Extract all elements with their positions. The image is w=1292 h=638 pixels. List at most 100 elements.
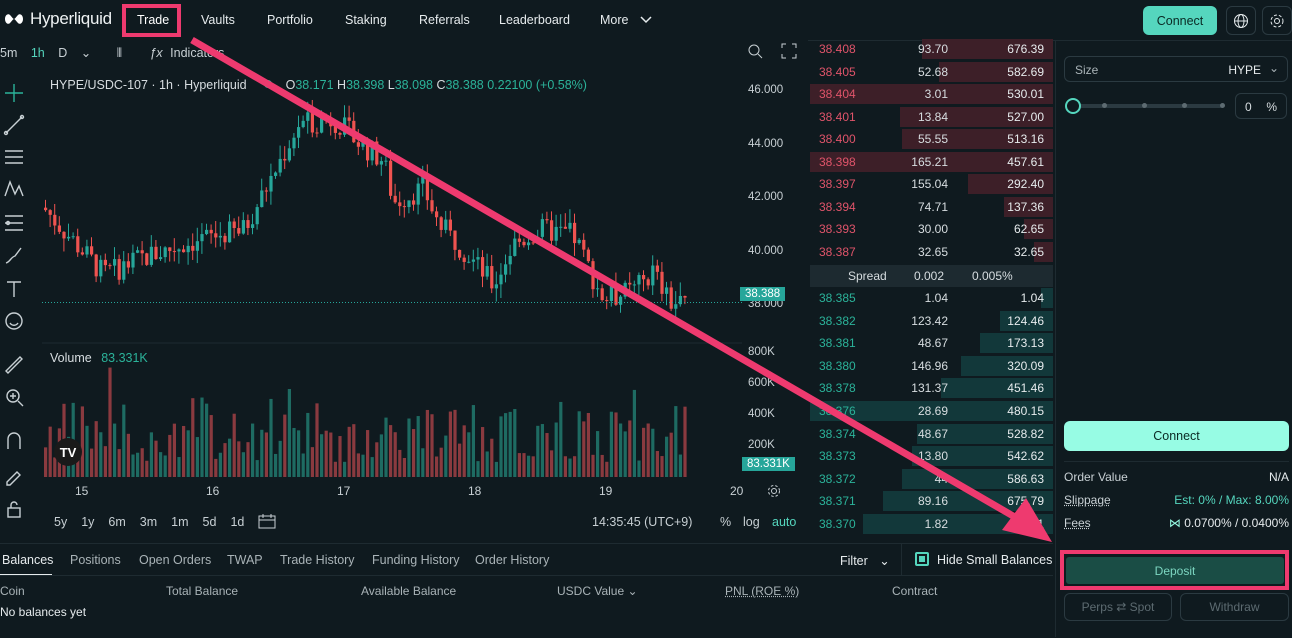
deposit-button[interactable]: Deposit xyxy=(1066,557,1284,584)
bid-row[interactable]: 38.371 89.16 675.79 xyxy=(810,490,1053,512)
horizontal-lines-icon[interactable] xyxy=(3,146,25,168)
bid-row[interactable]: 38.382 123.42 124.46 xyxy=(810,310,1053,332)
slider-thumb[interactable] xyxy=(1065,98,1081,114)
ask-row[interactable]: 38.393 30.00 62.65 xyxy=(810,218,1053,240)
slippage-label[interactable]: Slippage xyxy=(1064,493,1111,507)
lock-drawing-icon[interactable] xyxy=(3,464,25,486)
chevron-down-icon[interactable]: ⌄ xyxy=(1268,61,1279,75)
nav-leaderboard[interactable]: Leaderboard xyxy=(499,13,570,27)
tab-open-orders[interactable]: Open Orders xyxy=(139,553,212,567)
scale-auto[interactable]: auto xyxy=(772,515,797,529)
col-usdc-value[interactable]: USDC Value ⌄ xyxy=(557,584,638,598)
ask-row[interactable]: 38.408 93.70 676.39 xyxy=(810,38,1053,60)
ask-row[interactable]: 38.394 74.71 137.36 xyxy=(810,196,1053,218)
zoom-icon[interactable] xyxy=(747,43,763,62)
globe-button[interactable] xyxy=(1226,6,1256,35)
col-coin[interactable]: Coin xyxy=(0,584,25,598)
ruler-icon[interactable] xyxy=(3,354,25,376)
candlestick-chart[interactable] xyxy=(42,85,742,485)
range-6m[interactable]: 6m xyxy=(108,515,126,529)
nav-vaults[interactable]: Vaults xyxy=(201,13,235,27)
candle-body xyxy=(117,259,121,280)
volume-bar xyxy=(90,448,94,477)
fib-icon[interactable] xyxy=(3,212,25,234)
clock[interactable]: 14:35:45 (UTC+9) xyxy=(592,515,693,529)
nav-staking[interactable]: Staking xyxy=(345,13,387,27)
perps-spot-button[interactable]: Perps ⇄ Spot xyxy=(1064,593,1172,621)
range-1d[interactable]: 1d xyxy=(230,515,245,529)
candle-body xyxy=(62,231,66,239)
bid-row[interactable]: 38.370 1.82 1 xyxy=(810,513,1053,535)
chart-settings-icon[interactable] xyxy=(767,484,781,501)
filter-dropdown[interactable]: Filter ⌄ xyxy=(840,554,890,568)
indicators-button[interactable]: Indicators xyxy=(170,46,225,60)
range-5y[interactable]: 5y xyxy=(54,515,68,529)
crosshair-icon[interactable] xyxy=(3,82,25,104)
range-1y[interactable]: 1y xyxy=(81,515,95,529)
bid-row[interactable]: 38.385 1.04 1.04 xyxy=(810,287,1053,309)
timeframe-1h[interactable]: 1h xyxy=(30,46,45,60)
tab-funding-history[interactable]: Funding History xyxy=(372,553,460,567)
candle-body xyxy=(76,236,80,253)
tab-positions[interactable]: Positions xyxy=(70,553,121,567)
withdraw-button[interactable]: Withdraw xyxy=(1180,593,1289,621)
ask-row[interactable]: 38.398 165.21 457.61 xyxy=(810,151,1053,173)
fullscreen-icon[interactable] xyxy=(781,43,797,62)
col-pnl[interactable]: PNL (ROE %) xyxy=(725,584,800,598)
ask-row[interactable]: 38.404 3.01 530.01 xyxy=(810,83,1053,105)
ask-row[interactable]: 38.397 155.04 292.40 xyxy=(810,173,1053,195)
hide-small-checkbox[interactable] xyxy=(915,552,929,566)
nav-trade[interactable]: Trade xyxy=(137,13,170,27)
ask-row[interactable]: 38.387 32.65 32.65 xyxy=(810,241,1053,263)
magnet-icon[interactable] xyxy=(3,430,25,452)
size-slider[interactable] xyxy=(1065,98,1225,114)
percent-input[interactable]: 0 % xyxy=(1235,93,1287,119)
connect-button[interactable]: Connect xyxy=(1143,6,1217,35)
tab-balances[interactable]: Balances xyxy=(2,553,54,567)
nav-portfolio[interactable]: Portfolio xyxy=(267,13,313,27)
chevron-down-icon[interactable]: ⌄ xyxy=(80,46,92,60)
bid-row[interactable]: 38.373 13.80 542.62 xyxy=(810,445,1053,467)
nav-more[interactable]: More xyxy=(600,13,652,27)
timeframe-5m[interactable]: 5m xyxy=(0,46,18,60)
ask-row[interactable]: 38.401 13.84 527.00 xyxy=(810,106,1053,128)
lock-icon[interactable] xyxy=(3,498,25,520)
candle-type-icon[interactable]: ⫴ xyxy=(116,46,122,60)
scale-percent[interactable]: % xyxy=(720,515,732,529)
range-5d[interactable]: 5d xyxy=(202,515,217,529)
bid-row[interactable]: 38.380 146.96 320.09 xyxy=(810,355,1053,377)
volume-bar xyxy=(435,456,439,477)
fees-label[interactable]: Fees xyxy=(1064,516,1091,530)
volume-bar xyxy=(550,450,554,477)
bid-row[interactable]: 38.376 28.69 480.15 xyxy=(810,400,1053,422)
timeframe-d[interactable]: D xyxy=(58,46,68,60)
pattern-icon[interactable] xyxy=(3,178,25,200)
tab-order-history[interactable]: Order History xyxy=(475,553,550,567)
size-input[interactable]: Size HYPE ⌄ xyxy=(1064,56,1288,82)
ask-row[interactable]: 38.405 52.68 582.69 xyxy=(810,61,1053,83)
bid-row[interactable]: 38.378 131.37 451.46 xyxy=(810,377,1053,399)
range-1m[interactable]: 1m xyxy=(171,515,189,529)
settings-button[interactable] xyxy=(1262,6,1292,35)
bid-row[interactable]: 38.381 48.67 173.13 xyxy=(810,332,1053,354)
tab-twap[interactable]: TWAP xyxy=(227,553,263,567)
text-icon[interactable] xyxy=(3,278,25,300)
tradingview-logo-icon[interactable]: TV xyxy=(54,438,82,466)
bid-row[interactable]: 38.374 48.67 528.82 xyxy=(810,423,1053,445)
tab-trade-history[interactable]: Trade History xyxy=(280,553,355,567)
zoom-in-icon[interactable] xyxy=(3,386,25,408)
brand[interactable]: Hyperliquid xyxy=(4,9,112,29)
nav-referrals[interactable]: Referrals xyxy=(419,13,470,27)
fx-icon[interactable]: ƒx xyxy=(149,46,163,60)
bid-row[interactable]: 38.372 44 586.63 xyxy=(810,468,1053,490)
scale-log[interactable]: log xyxy=(743,515,760,529)
trendline-icon[interactable] xyxy=(3,114,25,136)
ask-row[interactable]: 38.400 55.55 513.16 xyxy=(810,128,1053,150)
size-unit[interactable]: HYPE xyxy=(1228,63,1261,77)
hide-small-label[interactable]: Hide Small Balances xyxy=(937,553,1053,567)
connect-wallet-button[interactable]: Connect xyxy=(1064,421,1289,451)
calendar-icon[interactable] xyxy=(258,513,276,532)
brush-icon[interactable] xyxy=(3,244,25,266)
emoji-icon[interactable] xyxy=(3,310,25,332)
range-3m[interactable]: 3m xyxy=(139,515,158,529)
